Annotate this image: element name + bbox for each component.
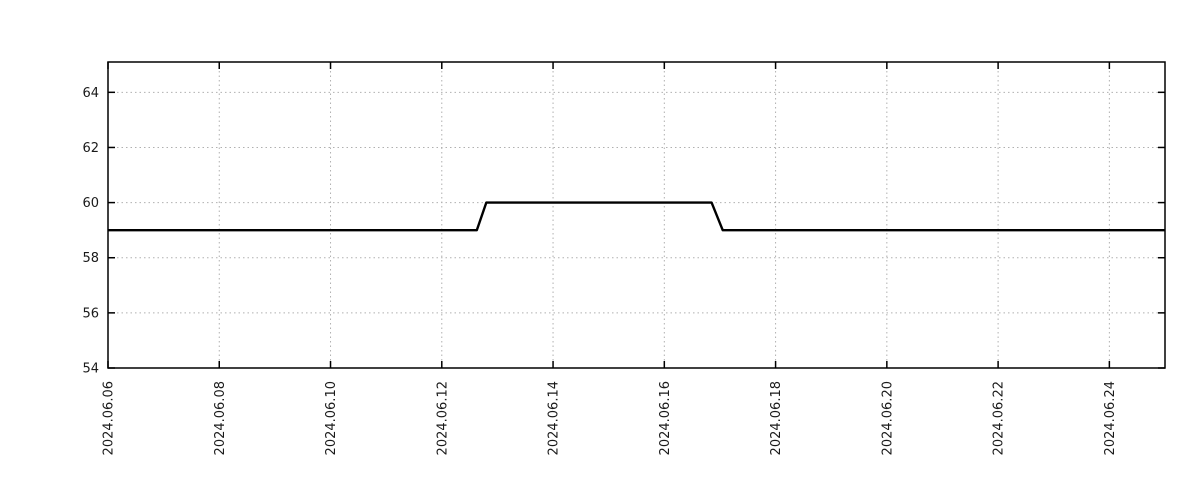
x-axis-tick-label: 2024.06.12 [435,381,450,455]
y-axis-tick-label: 60 [82,196,99,211]
x-axis-tick-label: 2024.06.08 [213,381,228,455]
y-axis-tick-label: 64 [82,86,99,101]
x-axis-tick-label: 2024.06.22 [992,381,1007,455]
x-axis-tick-label: 2024.06.16 [658,381,673,455]
x-axis-tick-label: 2024.06.20 [880,381,895,455]
y-axis-tick-label: 56 [82,306,99,321]
y-axis-tick-label: 62 [82,141,99,156]
x-axis-tick-label: 2024.06.18 [769,381,784,455]
x-axis-tick-label: 2024.06.06 [102,381,117,455]
y-axis-tick-label: 54 [82,362,99,377]
x-axis-tick-label: 2024.06.10 [324,381,339,455]
series-line [108,201,1165,232]
y-axis-tick-label: 58 [82,251,99,266]
x-axis-tick-label: 2024.06.14 [547,381,562,455]
plot-border [107,61,1166,369]
x-axis-tick-label: 2024.06.24 [1103,381,1118,455]
